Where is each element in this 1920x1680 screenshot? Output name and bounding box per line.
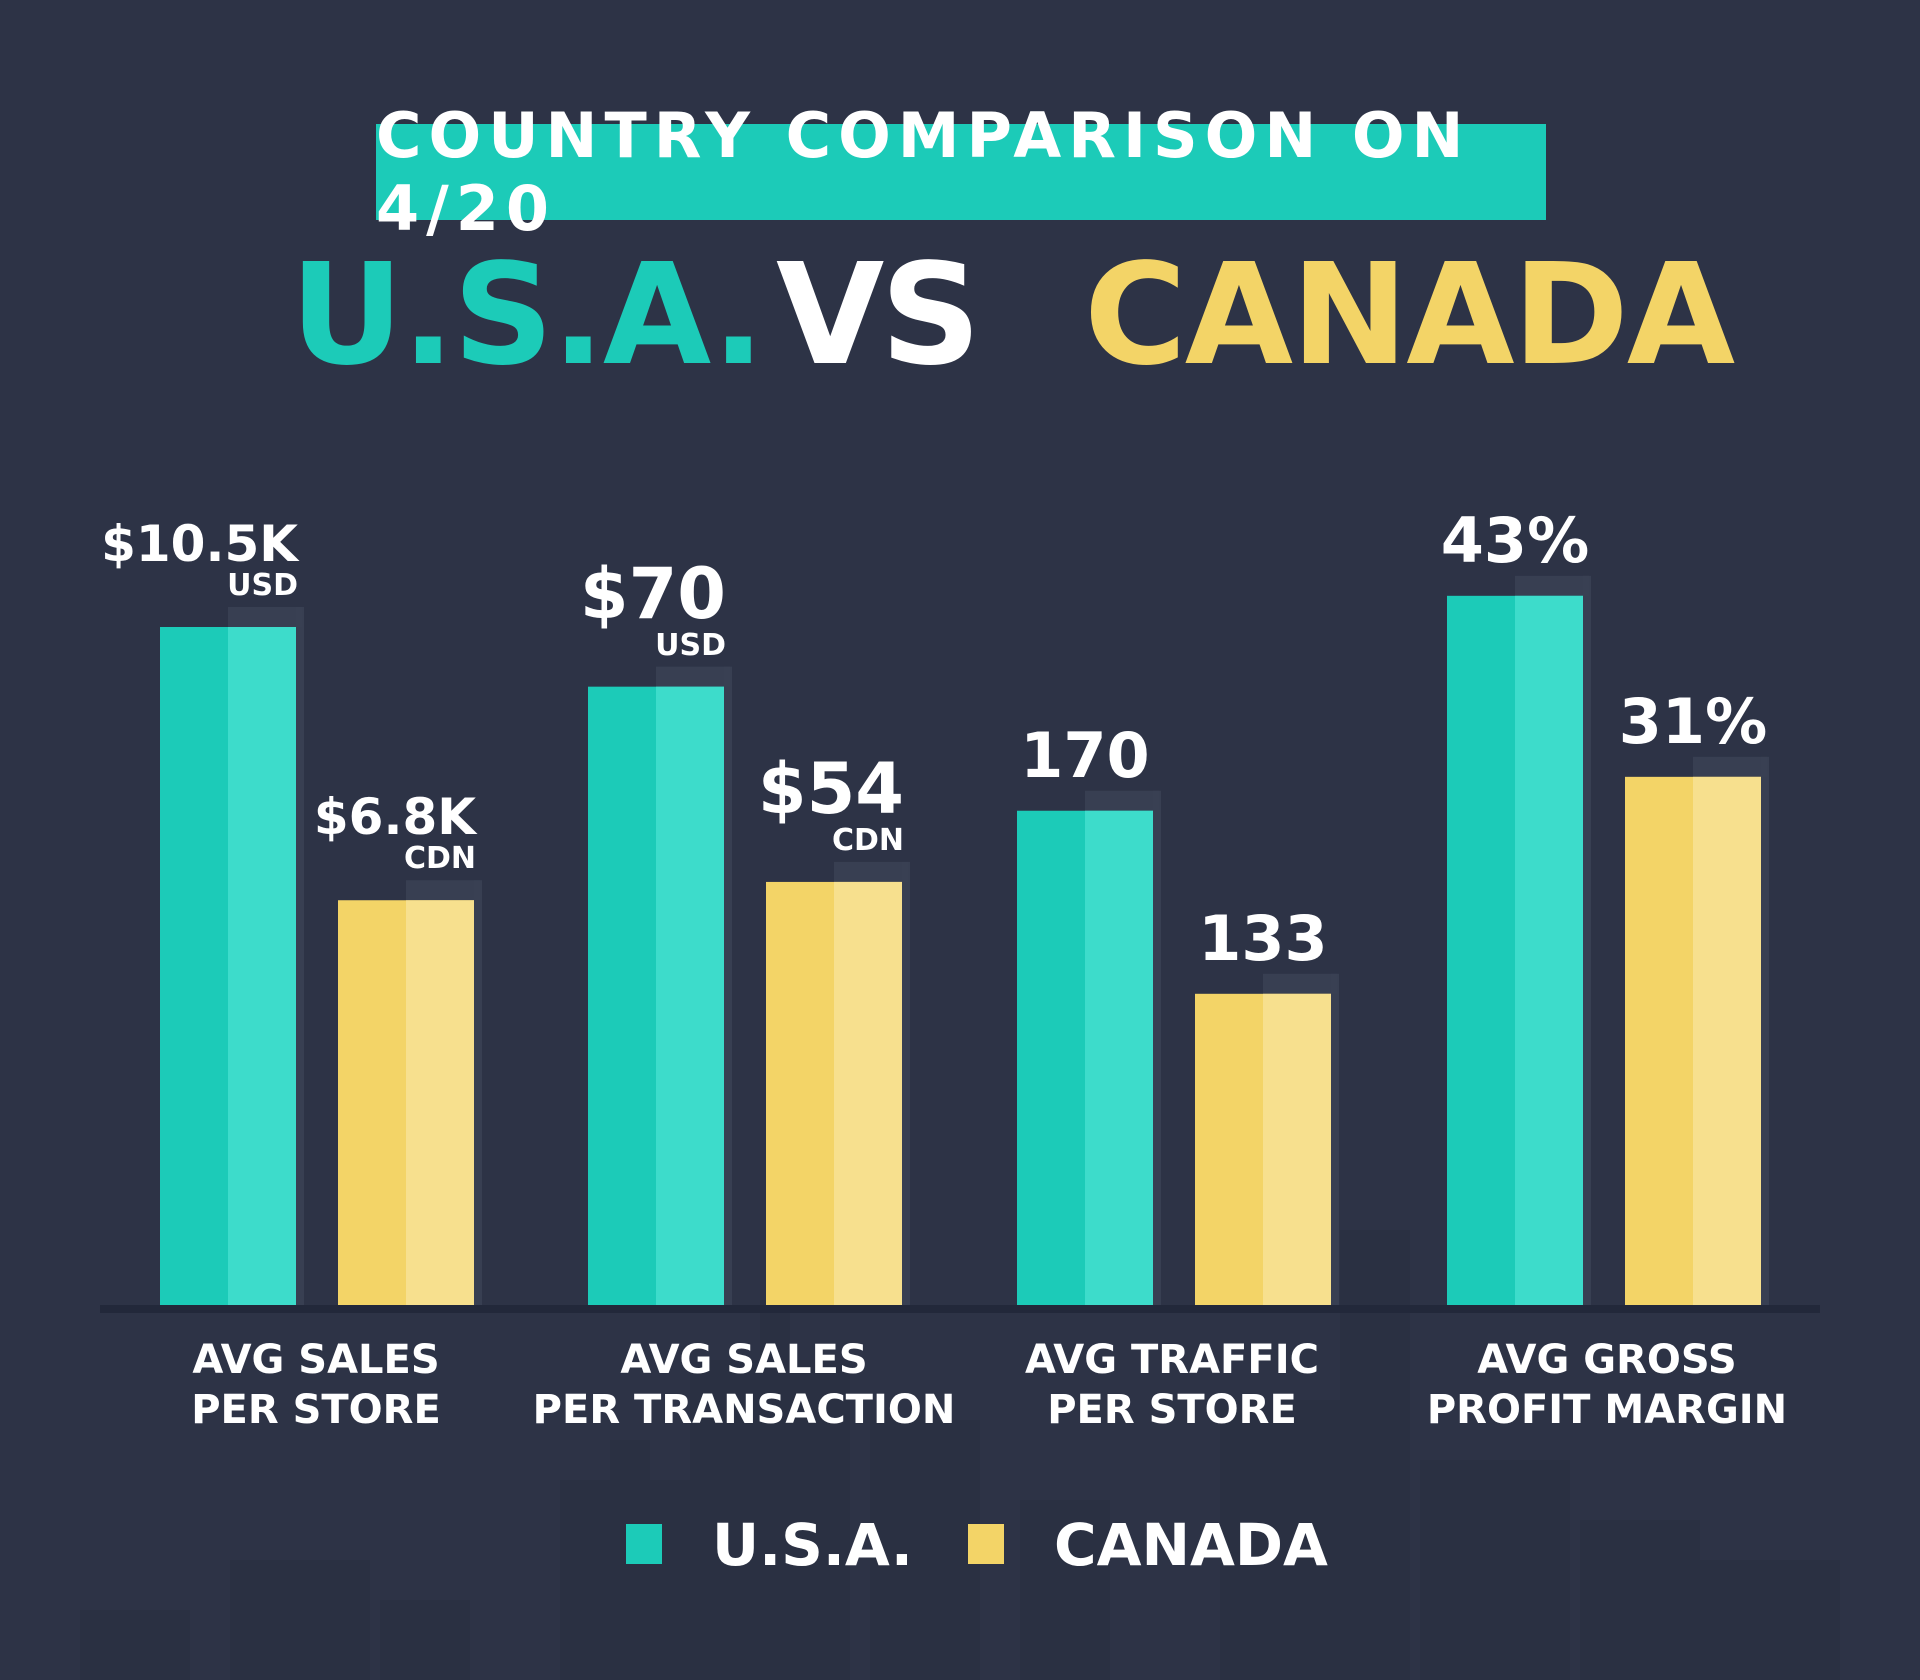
usa-value-label-1: $70 USD bbox=[580, 559, 726, 661]
usa-bar-3 bbox=[1447, 575, 1591, 1305]
value-main: 133 bbox=[1198, 901, 1328, 975]
value-main: 43% bbox=[1440, 503, 1590, 577]
category-label-line: PER TRANSACTION bbox=[532, 1387, 956, 1433]
value-main: $6.8K bbox=[313, 788, 476, 847]
canada-value-label-1: $54 CDN bbox=[758, 754, 904, 856]
canada-bar-1 bbox=[766, 861, 910, 1305]
category-label-2: AVG TRAFFIC PER STORE bbox=[942, 1335, 1402, 1435]
usa-value-label-3: 43% bbox=[1437, 503, 1593, 577]
value-main: 31% bbox=[1618, 684, 1768, 758]
usa-value-label-2: 170 bbox=[1007, 718, 1163, 792]
category-label-line: AVG SALES bbox=[620, 1337, 868, 1383]
canada-bar-0 bbox=[338, 880, 482, 1305]
canada-bar-3 bbox=[1625, 756, 1769, 1305]
value-main: $10.5K bbox=[101, 515, 298, 573]
title-banner: COUNTRY COMPARISON ON 4/20 bbox=[376, 99, 1546, 245]
legend-usa-swatch bbox=[626, 1524, 662, 1564]
category-label-line: AVG TRAFFIC bbox=[1025, 1337, 1319, 1383]
legend-canada-swatch bbox=[968, 1524, 1004, 1564]
value-main: $54 bbox=[757, 747, 904, 830]
canada-bar-2 bbox=[1195, 973, 1339, 1305]
category-label-line: AVG SALES bbox=[192, 1337, 440, 1383]
category-label-line: AVG GROSS bbox=[1477, 1337, 1737, 1383]
value-unit: USD bbox=[655, 627, 726, 663]
value-main: 170 bbox=[1020, 718, 1150, 792]
category-label-line: PER STORE bbox=[1047, 1387, 1297, 1433]
category-label-0: AVG SALES PER STORE bbox=[86, 1335, 546, 1435]
vs-heading: VS bbox=[776, 234, 981, 397]
legend: U.S.A. CANADA bbox=[0, 1510, 1920, 1580]
value-unit: CDN bbox=[403, 841, 476, 877]
value-unit: CDN bbox=[831, 822, 904, 858]
canada-value-label-0: $6.8K CDN bbox=[314, 792, 476, 874]
chart-title: COUNTRY COMPARISON ON 4/20 bbox=[376, 99, 1471, 245]
category-label-line: PROFIT MARGIN bbox=[1426, 1387, 1788, 1433]
usa-bar-0 bbox=[160, 607, 304, 1305]
value-main: $70 bbox=[579, 552, 726, 635]
usa-bar-2 bbox=[1017, 790, 1161, 1305]
canada-heading: CANADA bbox=[1084, 234, 1735, 397]
canada-value-label-2: 133 bbox=[1185, 901, 1341, 975]
usa-bar-1 bbox=[588, 666, 732, 1305]
category-label-line: PER STORE bbox=[191, 1387, 441, 1433]
category-label-1: AVG SALES PER TRANSACTION bbox=[514, 1335, 974, 1435]
legend-usa-label: U.S.A. bbox=[712, 1511, 913, 1579]
value-unit: USD bbox=[227, 568, 298, 603]
country-matchup: U.S.A. VS CANADA bbox=[0, 236, 1920, 396]
canada-value-label-3: 31% bbox=[1615, 684, 1771, 758]
category-label-3: AVG GROSS PROFIT MARGIN bbox=[1377, 1335, 1837, 1435]
usa-value-label-0: $10.5K USD bbox=[101, 519, 298, 601]
chart-baseline bbox=[100, 1305, 1820, 1313]
legend-canada-label: CANADA bbox=[1054, 1511, 1328, 1579]
usa-heading: U.S.A. bbox=[290, 234, 765, 397]
